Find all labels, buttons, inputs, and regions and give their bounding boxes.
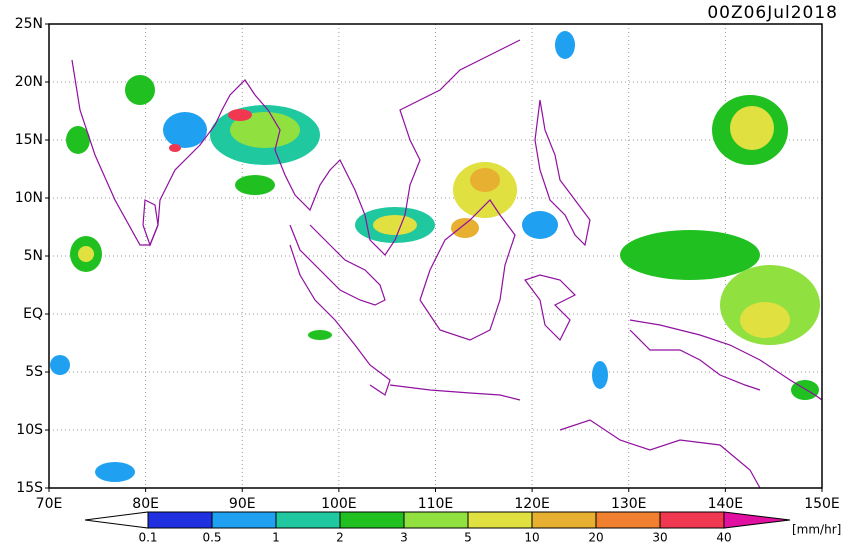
rain-area — [740, 302, 790, 338]
colorbar-unit: [mm/hr] — [792, 523, 841, 537]
rain-area — [50, 355, 70, 375]
colorbar-box — [595, 511, 661, 529]
colorbar-low-end — [84, 511, 149, 529]
rain-area — [620, 230, 760, 280]
coastline — [289, 244, 391, 396]
colorbar: 0.1 0.5 1 2 3 5 10 20 30 40 [mm/hr] — [84, 511, 841, 544]
lat-label: 5N — [24, 248, 43, 264]
coastline — [629, 329, 761, 391]
rain-area — [66, 126, 90, 154]
lon-label: 150E — [804, 496, 840, 512]
rain-area — [95, 462, 135, 482]
colorbar-box — [211, 511, 277, 529]
rain-area — [555, 31, 575, 59]
rain-area — [451, 218, 479, 238]
lat-label: 20N — [15, 74, 43, 90]
lon-label: 80E — [132, 496, 159, 512]
coastline — [389, 384, 521, 401]
colorbar-label: 1 — [272, 531, 280, 544]
lon-label: 90E — [229, 496, 256, 512]
lat-label: 25N — [15, 16, 43, 32]
colorbar-box — [403, 511, 469, 529]
colorbar-box — [147, 511, 213, 529]
coastlines — [71, 39, 823, 489]
lon-label: 140E — [708, 496, 744, 512]
colorbar-label: 5 — [464, 531, 472, 544]
colorbar-box — [339, 511, 405, 529]
map-title: 00Z06Jul2018 — [707, 3, 838, 23]
rain-area — [308, 330, 332, 340]
lat-label: 10N — [15, 190, 43, 206]
colorbar-label: 3 — [400, 531, 408, 544]
colorbar-label: 40 — [716, 531, 731, 544]
rain-area — [470, 168, 500, 192]
colorbar-box — [659, 511, 725, 529]
lon-label: 130E — [611, 496, 647, 512]
lon-label: 110E — [418, 496, 454, 512]
rain-area — [169, 144, 181, 152]
precipitation — [50, 31, 820, 482]
coastline — [71, 39, 521, 256]
lat-label: 5S — [25, 364, 43, 380]
colorbar-label: 0.5 — [202, 531, 221, 544]
lon-label: 70E — [36, 496, 63, 512]
rain-area — [78, 246, 94, 262]
rain-area — [592, 361, 608, 389]
lon-label: 100E — [321, 496, 357, 512]
rain-area — [522, 211, 558, 239]
colorbar-label: 10 — [524, 531, 539, 544]
colorbar-box — [275, 511, 341, 529]
lat-label: 15S — [16, 480, 43, 496]
coastline — [629, 319, 823, 401]
colorbar-label: 20 — [588, 531, 603, 544]
colorbar-high-end — [723, 511, 791, 529]
lat-label: EQ — [23, 306, 43, 322]
lat-label: 10S — [16, 422, 43, 438]
colorbar-box — [531, 511, 597, 529]
colorbar-label: 2 — [336, 531, 344, 544]
coastline — [559, 419, 761, 489]
rain-area — [125, 75, 155, 105]
coastline — [419, 199, 516, 341]
colorbar-box — [467, 511, 533, 529]
lat-label: 15N — [15, 132, 43, 148]
colorbar-label: 30 — [652, 531, 667, 544]
colorbar-label: 0.1 — [138, 531, 157, 544]
rain-area — [228, 109, 252, 121]
rain-area — [230, 112, 300, 148]
coastline — [142, 199, 159, 247]
rain-area — [235, 175, 275, 195]
coastline — [524, 274, 577, 342]
rain-area — [373, 215, 417, 235]
coastline — [289, 224, 386, 306]
lon-label: 120E — [514, 496, 550, 512]
rain-area — [163, 112, 207, 148]
coastline — [534, 99, 591, 247]
rain-area — [730, 106, 774, 150]
